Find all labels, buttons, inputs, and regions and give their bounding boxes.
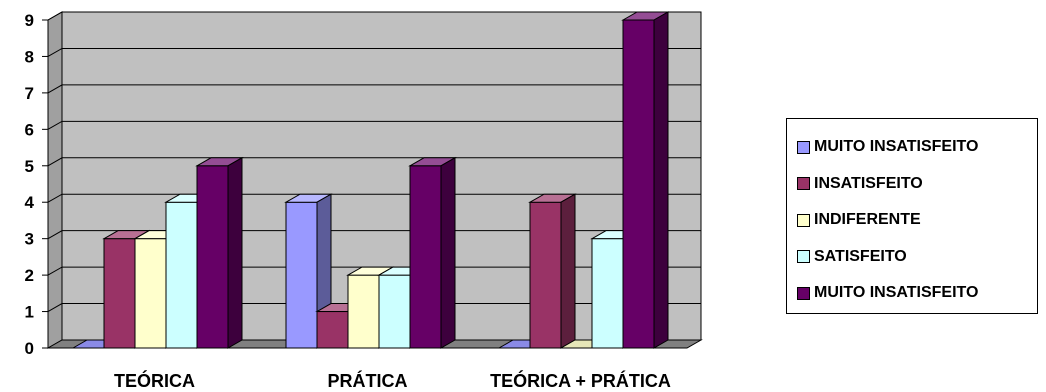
side-wall xyxy=(48,12,62,348)
bar-front xyxy=(166,202,197,348)
bar-front xyxy=(286,202,317,348)
bar-front xyxy=(530,202,561,348)
bar xyxy=(623,12,668,348)
y-tick-label: 6 xyxy=(25,120,34,139)
bar-front xyxy=(104,239,135,348)
bar-front xyxy=(348,275,379,348)
legend-swatch xyxy=(797,287,810,300)
y-tick-label: 4 xyxy=(25,193,35,212)
x-category-label: TEÓRICA xyxy=(114,370,195,391)
x-axis-categories: TEÓRICA PRÁTICA TEÓRICA + PRÁTICA xyxy=(114,370,671,391)
bar-front xyxy=(410,166,441,348)
legend-swatch xyxy=(797,214,810,227)
bar-front xyxy=(379,275,410,348)
bar-side xyxy=(654,12,668,348)
legend-item: MUITO INSATISFEITO xyxy=(797,129,1037,166)
y-tick-label: 9 xyxy=(25,11,34,30)
x-category-label: PRÁTICA xyxy=(328,370,408,391)
legend-label: MUITO INSATISFEITO xyxy=(814,138,978,156)
y-axis-ticks: 0 1 2 3 4 5 6 7 8 9 xyxy=(25,11,48,358)
bar-side xyxy=(441,158,455,348)
legend-item: INSATISFEITO xyxy=(797,166,1037,203)
bar xyxy=(410,158,455,348)
legend-label: MUITO INSATISFEITO xyxy=(814,284,978,302)
bar-side xyxy=(561,194,575,348)
legend-item: INDIFERENTE xyxy=(797,202,1037,239)
bar-front xyxy=(592,239,623,348)
y-tick-label: 7 xyxy=(25,84,34,103)
legend: MUITO INSATISFEITO INSATISFEITO INDIFERENT… xyxy=(786,118,1038,314)
legend-label: SATISFEITO xyxy=(814,248,907,266)
y-tick-label: 0 xyxy=(25,339,34,358)
legend-item: SATISFEITO xyxy=(797,239,1037,276)
legend-label: INDIFERENTE xyxy=(814,211,921,229)
y-tick-label: 1 xyxy=(25,303,34,322)
y-tick-label: 2 xyxy=(25,266,34,285)
y-tick-label: 5 xyxy=(25,157,34,176)
legend-swatch xyxy=(797,250,810,263)
x-category-label: TEÓRICA + PRÁTICA xyxy=(490,370,671,391)
legend-swatch xyxy=(797,177,810,190)
legend-item: MUITO INSATISFEITO xyxy=(797,275,1037,312)
y-tick-label: 8 xyxy=(25,47,34,66)
bar-front xyxy=(197,166,228,348)
y-tick-label: 3 xyxy=(25,230,34,249)
bar-front xyxy=(317,312,348,348)
bar-side xyxy=(228,158,242,348)
bar xyxy=(530,194,575,348)
legend-label: INSATISFEITO xyxy=(814,175,923,193)
bar-front xyxy=(623,20,654,348)
legend-swatch xyxy=(797,141,810,154)
bar xyxy=(197,158,242,348)
bar-front xyxy=(135,239,166,348)
